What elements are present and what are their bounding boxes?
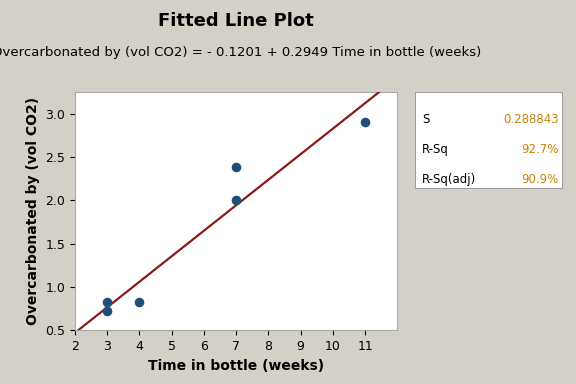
Text: R-Sq: R-Sq xyxy=(422,143,449,156)
Point xyxy=(135,299,144,305)
Text: 90.9%: 90.9% xyxy=(521,173,559,186)
Point xyxy=(232,197,241,204)
Point xyxy=(232,164,241,170)
Y-axis label: Overcarbonated by (vol CO2): Overcarbonated by (vol CO2) xyxy=(25,97,40,325)
X-axis label: Time in bottle (weeks): Time in bottle (weeks) xyxy=(148,359,324,372)
Point xyxy=(103,308,112,314)
Text: Overcarbonated by (vol CO2) = - 0.1201 + 0.2949 Time in bottle (weeks): Overcarbonated by (vol CO2) = - 0.1201 +… xyxy=(0,46,481,59)
Text: 0.288843: 0.288843 xyxy=(503,113,559,126)
Text: R-Sq(adj): R-Sq(adj) xyxy=(422,173,476,186)
Point xyxy=(103,299,112,305)
Text: 92.7%: 92.7% xyxy=(521,143,559,156)
Text: S: S xyxy=(422,113,430,126)
Point xyxy=(361,119,370,126)
Text: Fitted Line Plot: Fitted Line Plot xyxy=(158,12,314,30)
